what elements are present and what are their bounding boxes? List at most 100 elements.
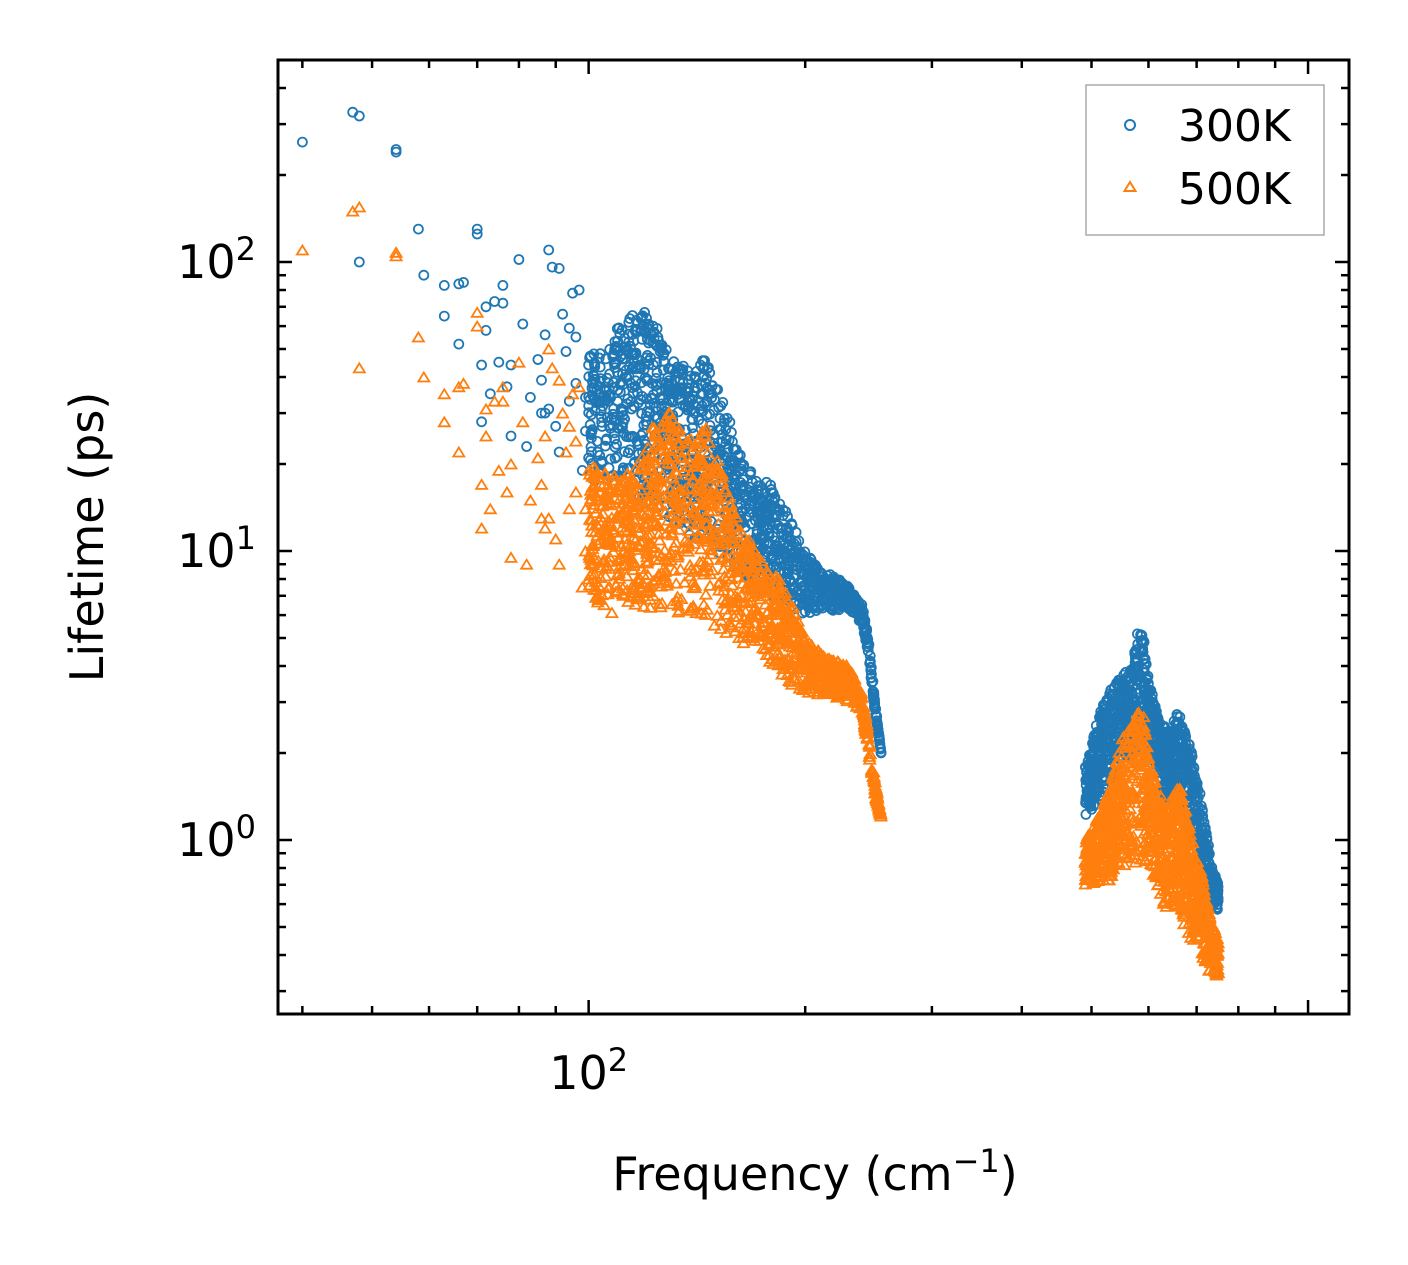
data-point-300K: [609, 433, 621, 445]
data-point-500K: [801, 685, 816, 698]
data-point-500K: [806, 661, 822, 674]
data-point-500K: [686, 599, 701, 612]
data-point-300K: [632, 438, 644, 450]
data-point-300K: [1126, 687, 1137, 698]
data-point-300K: [623, 370, 635, 382]
data-point-300K: [833, 604, 845, 616]
data-point-500K: [584, 513, 599, 526]
data-point-300K: [585, 427, 597, 439]
data-point-500K: [688, 579, 703, 591]
data-point-300K: [1178, 753, 1190, 764]
data-point-300K: [789, 569, 800, 581]
data-point-500K: [775, 636, 791, 649]
data-point-300K: [609, 452, 621, 464]
data-point-500K: [1153, 821, 1168, 834]
data-point-500K: [588, 506, 603, 518]
data-point-500K: [747, 634, 762, 646]
data-point-300K: [1197, 810, 1209, 822]
data-point-500K: [582, 578, 597, 591]
data-point-500K: [1145, 858, 1160, 871]
data-point-300K: [1185, 774, 1197, 786]
data-point-300K: [1212, 881, 1224, 893]
data-point-500K: [651, 437, 667, 450]
data-point-300K: [1119, 717, 1131, 729]
data-point-500K: [673, 562, 688, 575]
data-point-300K: [654, 392, 666, 404]
data-point-500K: [622, 517, 638, 529]
data-point-500K: [757, 628, 772, 641]
data-point-300K: [563, 322, 575, 334]
data-point-500K: [643, 593, 658, 605]
data-point-300K: [624, 313, 636, 325]
data-point-500K: [565, 387, 580, 400]
data-point-300K: [296, 136, 308, 148]
data-point-500K: [725, 578, 740, 591]
data-point-500K: [868, 782, 884, 795]
data-point-300K: [1112, 715, 1124, 726]
data-point-500K: [437, 415, 452, 428]
data-point-500K: [668, 489, 683, 502]
data-point-300K: [619, 413, 630, 425]
data-point-500K: [1105, 853, 1120, 865]
data-point-300K: [1103, 727, 1115, 738]
data-point-500K: [631, 497, 646, 510]
data-point-300K: [709, 394, 720, 406]
data-point-500K: [611, 480, 626, 493]
data-point-300K: [662, 384, 674, 396]
data-point-500K: [704, 487, 719, 500]
data-point-500K: [1100, 834, 1115, 847]
data-point-500K: [1136, 845, 1151, 857]
data-point-500K: [593, 571, 608, 583]
data-point-300K: [743, 500, 755, 512]
data-point-300K: [1158, 734, 1169, 745]
data-point-500K: [617, 491, 632, 504]
data-point-500K: [664, 471, 679, 484]
data-point-500K: [716, 584, 731, 596]
data-point-500K: [852, 686, 867, 698]
data-point-500K: [785, 657, 800, 669]
data-point-500K: [612, 493, 627, 505]
data-point-500K: [790, 638, 805, 650]
data-point-500K: [595, 507, 611, 519]
data-point-300K: [630, 375, 642, 387]
data-point-500K: [671, 438, 686, 451]
data-point-300K: [677, 400, 689, 411]
data-point-500K: [730, 526, 745, 539]
data-point-300K: [1155, 758, 1167, 770]
data-point-300K: [726, 465, 738, 477]
data-point-300K: [660, 377, 672, 389]
data-point-300K: [648, 359, 659, 371]
data-point-500K: [700, 553, 715, 565]
data-point-500K: [1147, 783, 1162, 796]
data-point-500K: [634, 562, 650, 574]
data-point-300K: [1116, 701, 1127, 713]
data-point-300K: [855, 615, 867, 627]
data-point-300K: [1171, 709, 1183, 720]
data-point-500K: [623, 471, 639, 484]
data-point-300K: [757, 542, 769, 554]
data-point-300K: [412, 223, 424, 235]
data-point-500K: [1151, 793, 1166, 806]
data-point-500K: [643, 601, 658, 613]
data-point-300K: [353, 256, 365, 268]
data-point-300K: [641, 410, 652, 422]
data-point-500K: [767, 640, 782, 652]
data-point-500K: [699, 517, 714, 529]
data-point-300K: [505, 430, 517, 442]
data-point-300K: [1105, 699, 1117, 711]
data-point-500K: [761, 576, 776, 589]
data-point-300K: [626, 349, 638, 361]
data-point-500K: [778, 598, 793, 611]
data-point-500K: [1135, 782, 1151, 795]
data-point-500K: [676, 464, 692, 477]
data-point-300K: [570, 331, 582, 343]
data-point-300K: [1120, 667, 1131, 678]
data-point-500K: [515, 415, 530, 428]
data-point-500K: [1097, 800, 1112, 813]
data-point-500K: [1121, 792, 1136, 805]
data-point-500K: [660, 575, 675, 588]
data-point-500K: [731, 591, 747, 604]
data-point-500K: [1117, 833, 1132, 845]
data-point-500K: [698, 587, 714, 600]
